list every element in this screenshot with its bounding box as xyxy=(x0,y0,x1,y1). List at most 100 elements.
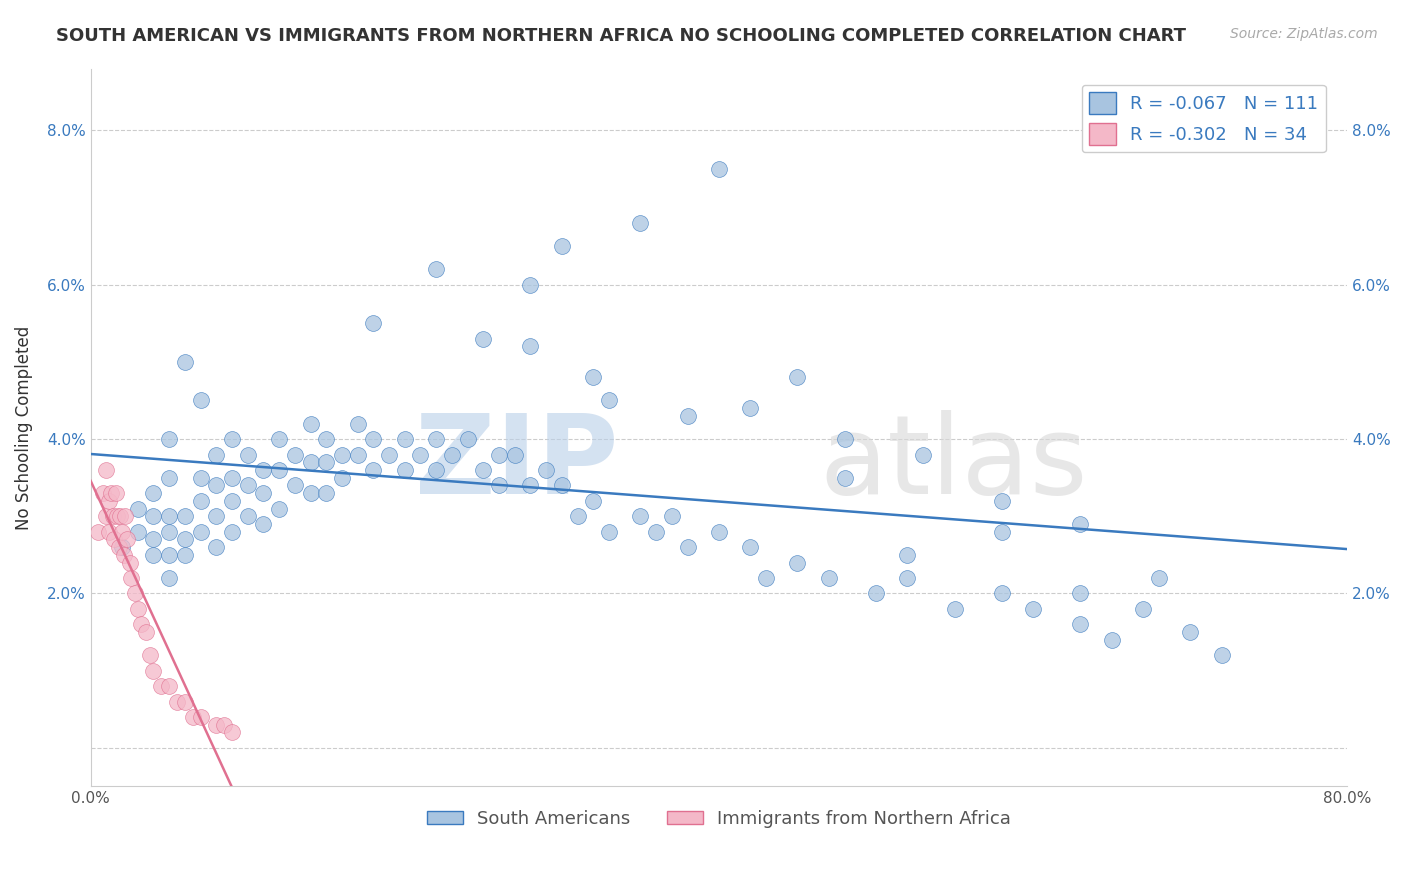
Point xyxy=(173,509,195,524)
Point xyxy=(121,571,143,585)
Point xyxy=(440,448,463,462)
Point xyxy=(236,478,259,492)
Point xyxy=(346,448,368,462)
Point xyxy=(103,533,125,547)
Point xyxy=(425,463,447,477)
Point xyxy=(628,216,651,230)
Point xyxy=(124,586,146,600)
Point xyxy=(786,556,808,570)
Point xyxy=(896,571,918,585)
Point xyxy=(1211,648,1233,663)
Point xyxy=(221,432,243,446)
Point xyxy=(157,548,180,562)
Point xyxy=(96,509,118,524)
Point xyxy=(142,486,165,500)
Point xyxy=(299,486,322,500)
Point xyxy=(115,533,138,547)
Point xyxy=(1147,571,1170,585)
Point xyxy=(299,455,322,469)
Point xyxy=(740,540,762,554)
Point xyxy=(519,478,541,492)
Point xyxy=(166,695,188,709)
Point xyxy=(457,432,479,446)
Point xyxy=(598,393,620,408)
Point xyxy=(157,509,180,524)
Text: ZIP: ZIP xyxy=(415,410,619,516)
Point xyxy=(676,409,699,423)
Point xyxy=(127,524,149,539)
Point xyxy=(786,370,808,384)
Point xyxy=(269,432,291,446)
Point xyxy=(409,448,432,462)
Point xyxy=(236,448,259,462)
Point xyxy=(111,540,134,554)
Point xyxy=(190,493,212,508)
Point xyxy=(110,509,132,524)
Point xyxy=(108,540,131,554)
Point xyxy=(101,509,124,524)
Point xyxy=(236,509,259,524)
Point xyxy=(1180,625,1202,640)
Point xyxy=(363,316,385,330)
Point xyxy=(157,679,180,693)
Point xyxy=(363,432,385,446)
Point xyxy=(740,401,762,416)
Point xyxy=(534,463,557,477)
Point xyxy=(503,448,526,462)
Point xyxy=(205,717,228,731)
Point xyxy=(221,493,243,508)
Point xyxy=(519,339,541,353)
Point xyxy=(519,277,541,292)
Point xyxy=(394,463,416,477)
Point xyxy=(142,548,165,562)
Point xyxy=(346,417,368,431)
Point xyxy=(114,509,136,524)
Point xyxy=(330,471,353,485)
Point xyxy=(425,262,447,277)
Point xyxy=(190,524,212,539)
Point xyxy=(472,332,495,346)
Point xyxy=(330,448,353,462)
Point xyxy=(269,501,291,516)
Point xyxy=(127,501,149,516)
Point xyxy=(157,471,180,485)
Point xyxy=(1101,632,1123,647)
Point xyxy=(157,432,180,446)
Point xyxy=(173,355,195,369)
Point xyxy=(567,509,589,524)
Point xyxy=(551,478,574,492)
Point xyxy=(315,432,337,446)
Point xyxy=(707,524,730,539)
Point xyxy=(221,524,243,539)
Point xyxy=(676,540,699,554)
Point xyxy=(87,524,110,539)
Point xyxy=(105,509,128,524)
Point xyxy=(142,509,165,524)
Point xyxy=(299,417,322,431)
Point xyxy=(472,463,495,477)
Point xyxy=(363,463,385,477)
Point xyxy=(135,625,157,640)
Point xyxy=(252,486,274,500)
Point xyxy=(96,463,118,477)
Point xyxy=(98,493,121,508)
Point xyxy=(142,664,165,678)
Point xyxy=(157,524,180,539)
Point xyxy=(252,463,274,477)
Point xyxy=(129,617,152,632)
Point xyxy=(1132,602,1154,616)
Point xyxy=(1069,586,1091,600)
Point xyxy=(582,370,605,384)
Text: SOUTH AMERICAN VS IMMIGRANTS FROM NORTHERN AFRICA NO SCHOOLING COMPLETED CORRELA: SOUTH AMERICAN VS IMMIGRANTS FROM NORTHE… xyxy=(56,27,1187,45)
Y-axis label: No Schooling Completed: No Schooling Completed xyxy=(15,326,32,530)
Point xyxy=(98,524,121,539)
Point xyxy=(707,161,730,176)
Point xyxy=(205,509,228,524)
Point xyxy=(205,448,228,462)
Point xyxy=(221,725,243,739)
Point xyxy=(173,548,195,562)
Point xyxy=(990,493,1012,508)
Point xyxy=(112,548,135,562)
Text: Source: ZipAtlas.com: Source: ZipAtlas.com xyxy=(1230,27,1378,41)
Point xyxy=(173,533,195,547)
